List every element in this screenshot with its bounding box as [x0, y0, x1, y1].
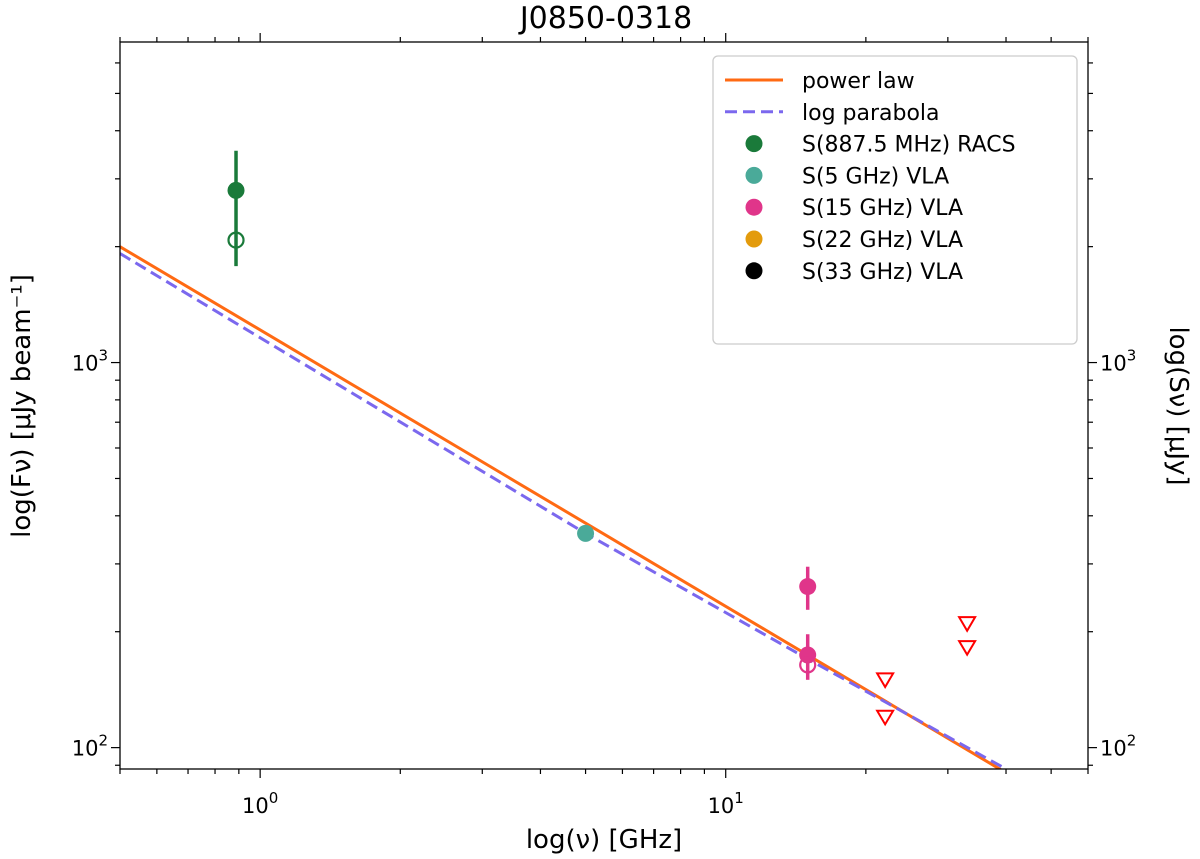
legend-label: S(22 GHz) VLA [802, 228, 963, 253]
legend-label: power law [802, 69, 915, 94]
legend-swatch-marker [745, 166, 763, 184]
x-tick-label-exp: 1 [734, 789, 744, 807]
y-tick-label-left-base: 10 [72, 737, 99, 761]
legend-swatch-marker [745, 135, 763, 153]
y-tick-label-right-base: 10 [1100, 352, 1127, 376]
legend-swatch-marker [745, 230, 763, 248]
axes [119, 41, 1089, 770]
upper-limit-marker [875, 709, 895, 727]
legend-label: log parabola [802, 101, 940, 126]
x-tick-label: 101 [708, 789, 744, 818]
plot-area [120, 150, 1007, 769]
x-tick-label-base: 10 [708, 794, 735, 818]
upper-limit-marker [875, 672, 895, 689]
y-axis-label-right: log(Sν) [μJy] [1163, 326, 1193, 485]
plot-frame [119, 41, 1089, 770]
x-tick-label-exp: 0 [269, 789, 279, 807]
y-tick-label-right-exp: 3 [1127, 347, 1137, 365]
upper-limit-marker [957, 640, 977, 657]
legend-frame [712, 55, 1078, 345]
upper-limit-marker [957, 616, 977, 633]
x-tick-label: 100 [242, 789, 278, 818]
legend-label: S(5 GHz) VLA [802, 164, 949, 189]
data-point [799, 578, 817, 596]
data-point [577, 524, 595, 542]
legend-label: S(33 GHz) VLA [802, 260, 963, 285]
x-tick-label-base: 10 [242, 794, 269, 818]
model-line-power-law [120, 245, 1003, 769]
y-tick-label-right: 102 [1100, 732, 1136, 761]
y-tick-label-left: 102 [72, 732, 108, 761]
y-tick-label-right-base: 10 [1100, 737, 1127, 761]
data-point [227, 181, 245, 199]
y-tick-label-right-exp: 2 [1127, 732, 1137, 750]
legend-swatch-marker [745, 198, 763, 216]
y-tick-label-left-base: 10 [72, 352, 99, 376]
legend: power law log parabola S(887.5 MHz) RACS S(… [712, 55, 1078, 345]
legend-label: S(887.5 MHz) RACS [802, 133, 1016, 158]
y-tick-label-left-exp: 2 [98, 732, 108, 750]
y-tick-label-left-exp: 3 [98, 347, 108, 365]
model-line-log-parabola [120, 252, 1007, 769]
y-axis-label-left: log(Fν) [μJy beam⁻¹] [7, 274, 37, 538]
data-point-open [799, 656, 817, 674]
chart-title: J0850-0318 [518, 1, 692, 36]
y-tick-label-left: 103 [72, 347, 108, 376]
legend-swatch-marker [745, 262, 763, 280]
x-axis-label: log(ν) [GHz] [526, 825, 682, 855]
legend-label: S(15 GHz) VLA [802, 196, 963, 221]
data-point-open [227, 231, 245, 249]
y-tick-label-right: 103 [1100, 347, 1136, 376]
